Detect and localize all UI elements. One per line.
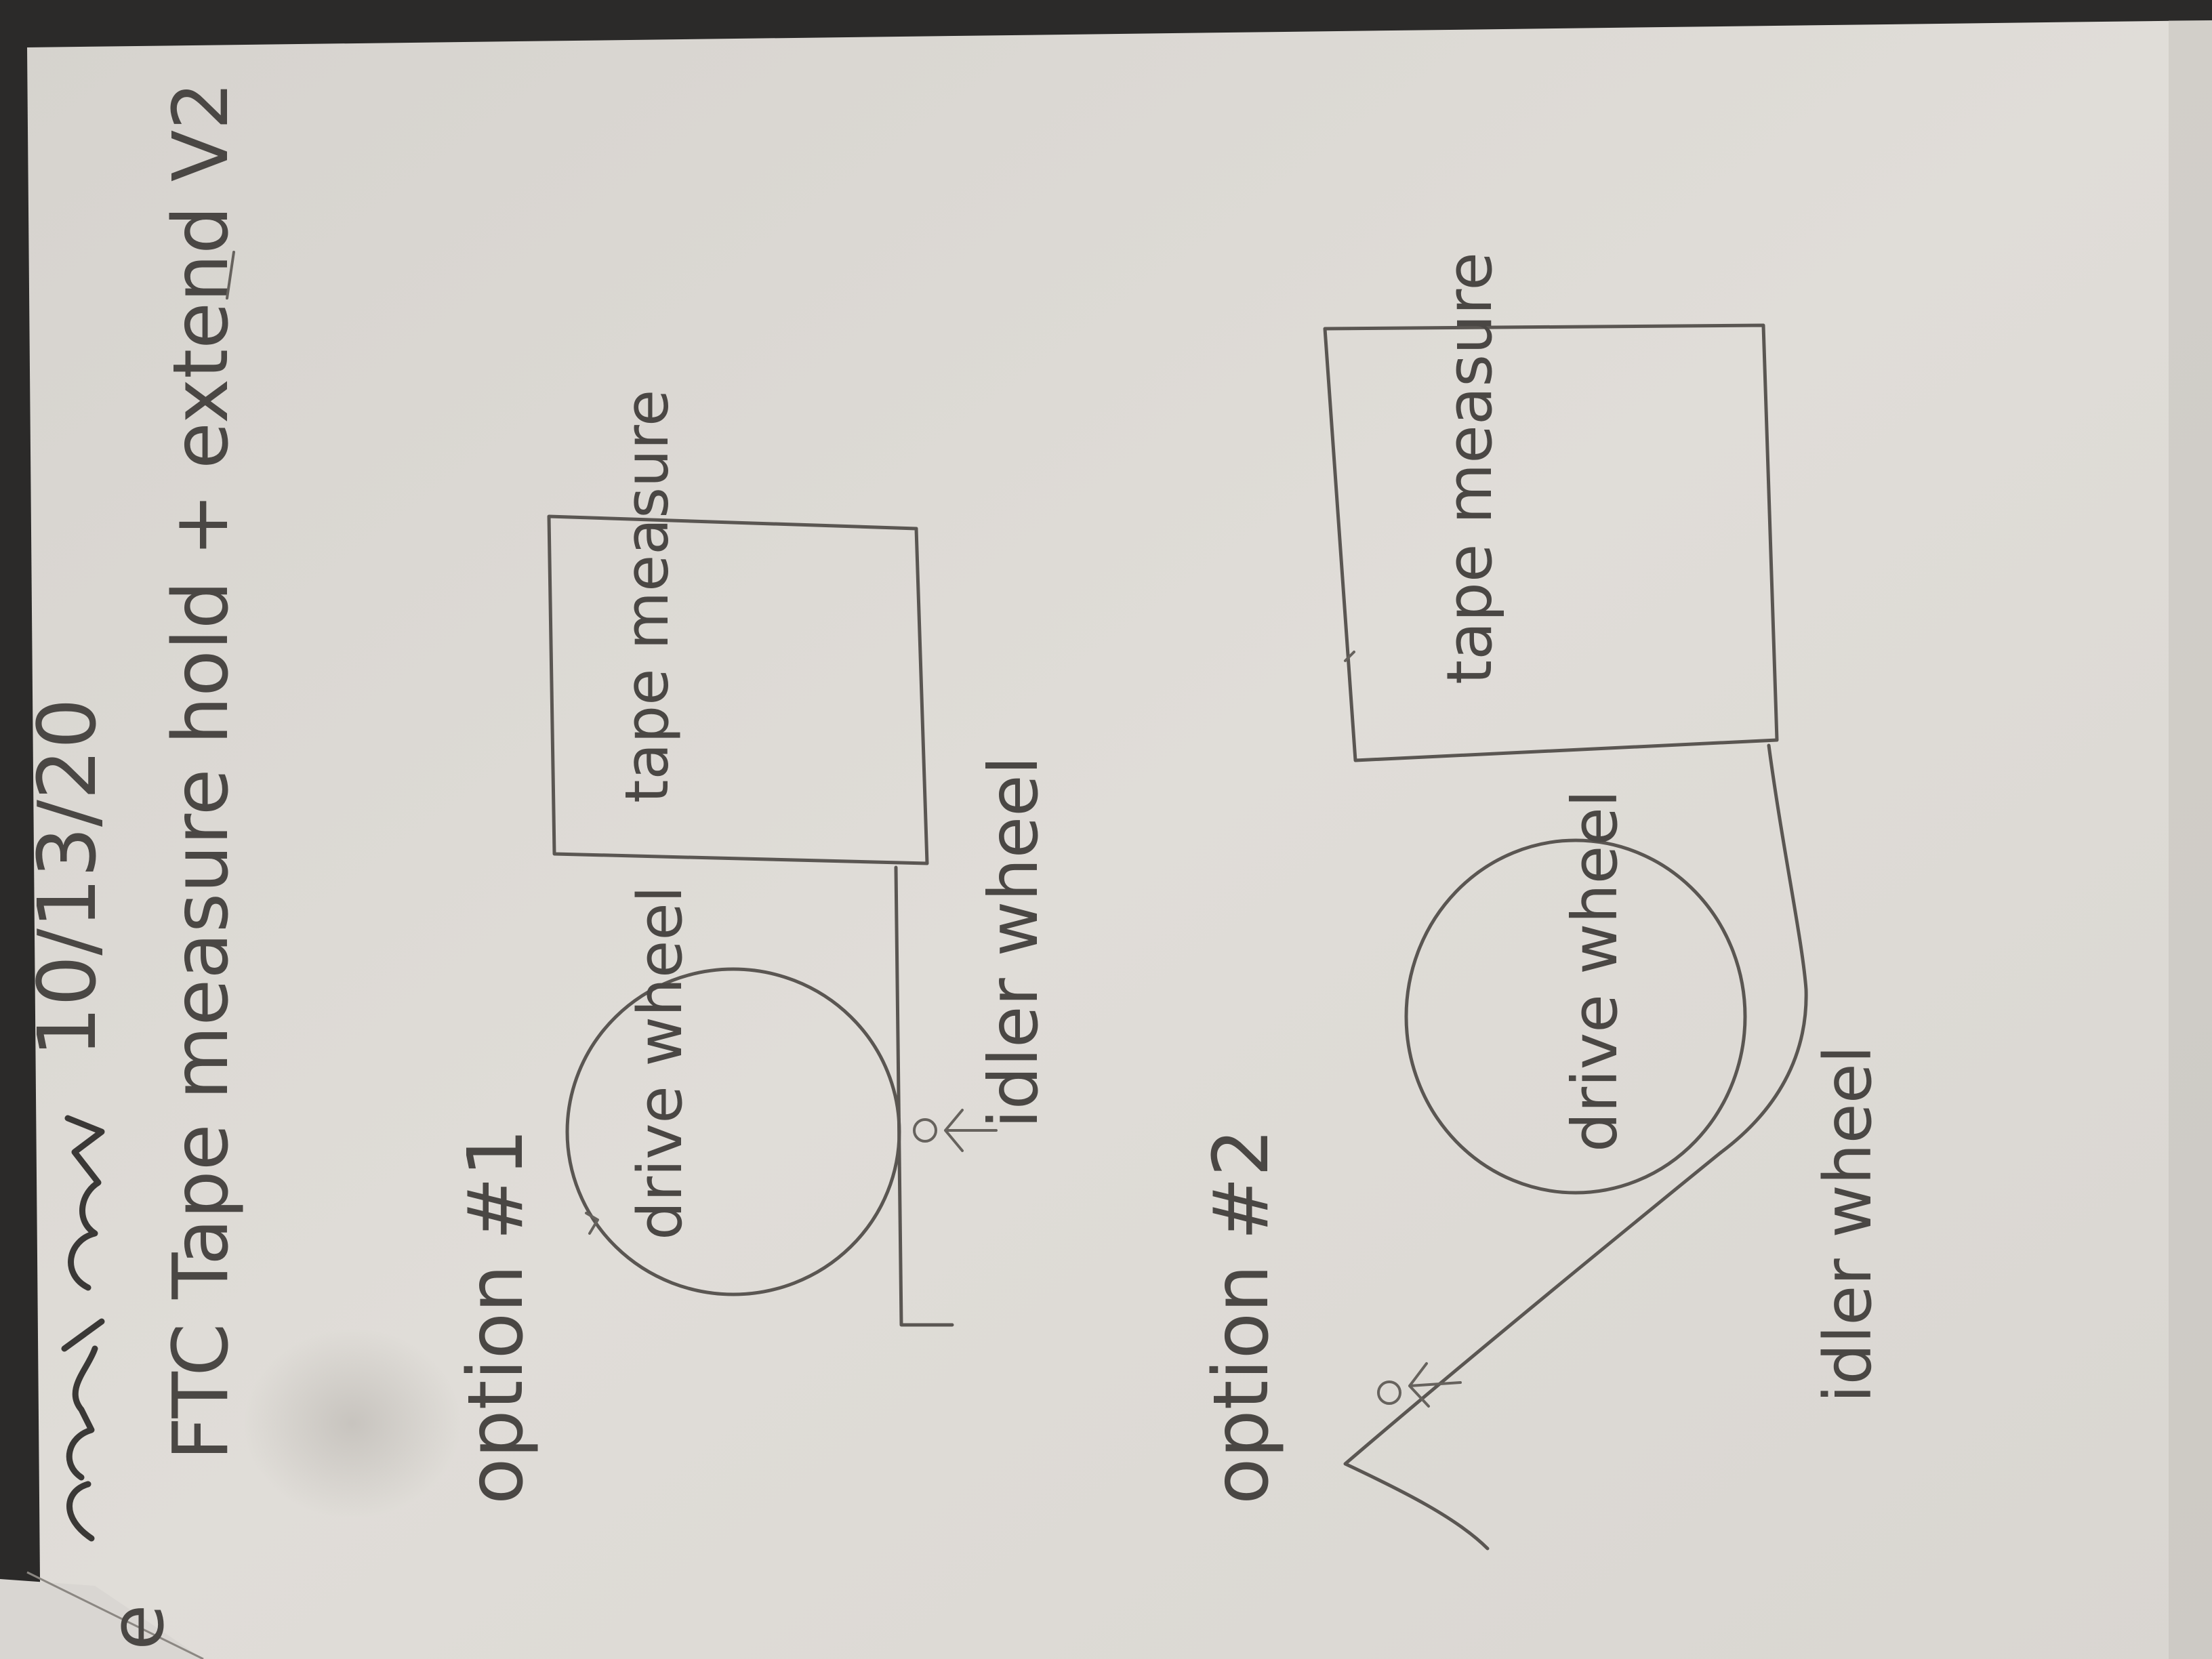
note-title: FTC Tape measure hold + extend V2 (157, 81, 245, 1460)
option1-drive-wheel-label: drive wheel (625, 886, 696, 1240)
option2-drive-wheel-label: drive wheel (1559, 790, 1631, 1152)
option2-arrow-icon (1408, 1362, 1462, 1408)
option1-idler-wheel-label: idler wheel (974, 756, 1053, 1128)
author-signature: signature (61, 1115, 105, 1542)
option1-drive-wheel (565, 967, 901, 1296)
title-underline (226, 251, 235, 300)
option1-label: option #1 (452, 1128, 540, 1504)
option1-wheel-tick (585, 1212, 599, 1235)
option1-tape-measure-label: tape measure (612, 390, 682, 803)
option2-tape-measure-box (1323, 323, 1779, 762)
notebook-page (27, 20, 2212, 1659)
option2-tape-path (1343, 743, 1808, 1551)
paper-smudge (244, 1328, 461, 1518)
option2-box-tick (1344, 651, 1355, 662)
option2-idler-wheel-circle (1377, 1380, 1401, 1405)
option2-tape-measure-label: tape measure (1433, 252, 1506, 684)
option1-tape-line (894, 865, 954, 1327)
left-page-edge (0, 1579, 203, 1659)
page-edge-shadow (2169, 20, 2212, 1659)
option2-drive-wheel (1404, 838, 1747, 1195)
option1-arrow-icon (944, 1109, 998, 1152)
option1-idler-wheel-circle (913, 1118, 937, 1143)
binding-line (26, 1571, 204, 1659)
option2-label: option #2 (1197, 1128, 1286, 1504)
option1-tape-measure-box (547, 514, 929, 865)
left-page-letter: e (94, 1604, 180, 1650)
option2-idler-wheel-label: idler wheel (1810, 1046, 1886, 1403)
note-date: 10/13/20 (20, 698, 114, 1057)
